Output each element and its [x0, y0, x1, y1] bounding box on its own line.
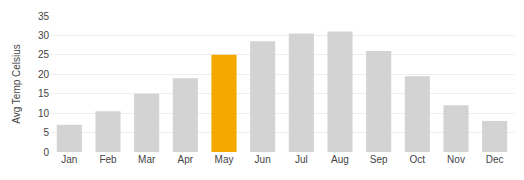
svg-text:Feb: Feb: [99, 154, 117, 165]
svg-text:5: 5: [43, 127, 49, 138]
svg-text:May: May: [215, 154, 234, 165]
svg-text:30: 30: [38, 30, 50, 41]
svg-text:15: 15: [38, 88, 50, 99]
svg-text:Jan: Jan: [61, 154, 77, 165]
svg-text:Sep: Sep: [370, 154, 388, 165]
svg-text:20: 20: [38, 69, 50, 80]
svg-text:Nov: Nov: [447, 154, 465, 165]
svg-text:35: 35: [38, 11, 50, 22]
svg-text:0: 0: [43, 147, 49, 158]
svg-text:Aug: Aug: [331, 154, 349, 165]
svg-text:25: 25: [38, 49, 50, 60]
svg-text:Oct: Oct: [410, 154, 426, 165]
svg-text:Dec: Dec: [486, 154, 504, 165]
svg-text:Jul: Jul: [295, 154, 308, 165]
svg-text:Apr: Apr: [178, 154, 194, 165]
svg-text:Avg Temp Celsius: Avg Temp Celsius: [11, 44, 22, 124]
svg-text:Mar: Mar: [138, 154, 156, 165]
svg-text:Jun: Jun: [255, 154, 271, 165]
svg-text:10: 10: [38, 108, 50, 119]
